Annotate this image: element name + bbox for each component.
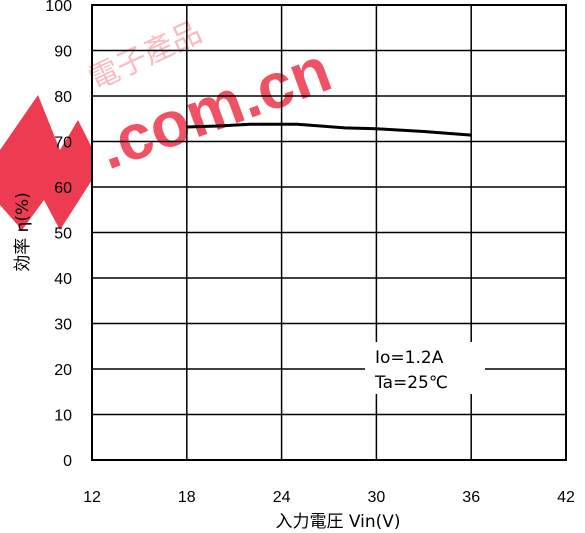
y-tick-label: 90	[54, 44, 72, 61]
y-tick-label: 50	[54, 226, 72, 243]
y-tick-labels: 0 10 20 30 40 50 60 70 80 90 100	[45, 0, 72, 470]
x-tick-label: 18	[178, 489, 196, 506]
x-axis-title: 入力電圧 Vin(V)	[275, 512, 400, 532]
y-tick-label: 80	[54, 89, 72, 106]
annotation-line2: Ta=25℃	[374, 373, 448, 393]
x-tick-label: 36	[462, 489, 480, 506]
plot-frame	[91, 4, 567, 461]
y-tick-label: 100	[45, 0, 72, 15]
y-tick-label: 70	[54, 135, 72, 152]
y-tick-label: 10	[54, 408, 72, 425]
y-tick-label: 0	[63, 453, 72, 470]
efficiency-series-line	[186, 122, 472, 137]
y-tick-label: 30	[54, 317, 72, 334]
x-tick-label: 24	[273, 489, 291, 506]
x-tick-label: 12	[83, 489, 101, 506]
annotation-line1: Io=1.2A	[375, 348, 444, 368]
x-tick-label: 42	[557, 489, 575, 506]
watermark: .com.cn 電子產品	[0, 15, 340, 230]
condition-annotation: Io=1.2A Ta=25℃	[365, 342, 485, 394]
series-layer	[186, 122, 472, 137]
y-tick-label: 40	[54, 271, 72, 288]
watermark-logo-shape	[0, 95, 92, 230]
annotation-background	[365, 342, 485, 394]
y-tick-label: 60	[54, 180, 72, 197]
x-tick-label: 30	[368, 489, 386, 506]
y-axis-title: 効率 η(%)	[13, 192, 33, 272]
y-tick-label: 20	[54, 362, 72, 379]
x-tick-labels: 12 18 24 30 36 42	[83, 489, 575, 506]
